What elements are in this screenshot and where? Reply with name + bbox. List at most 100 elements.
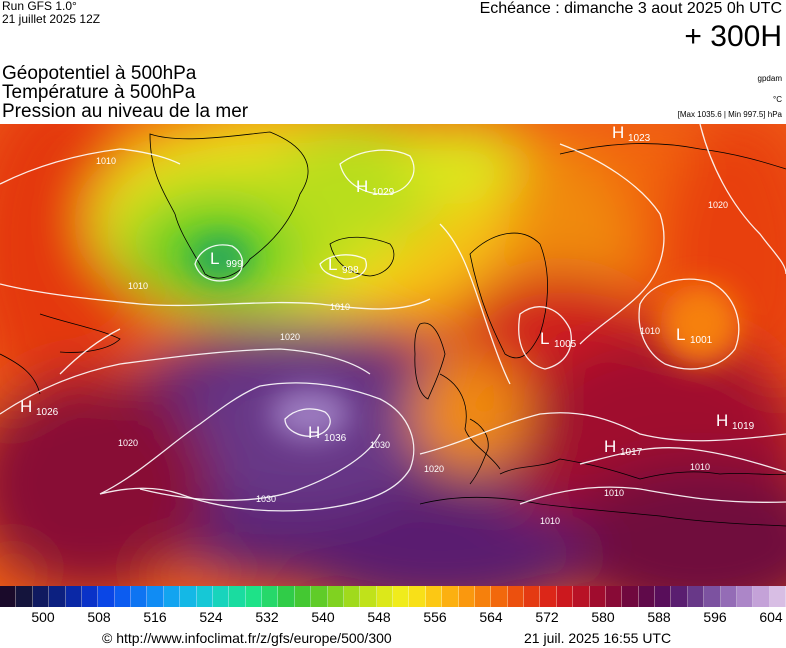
run-label: Run GFS 1.0° bbox=[2, 0, 77, 13]
isobar-label: 1030 bbox=[256, 494, 276, 504]
colorbar-swatch bbox=[327, 586, 344, 607]
forecast-label: Echéance : dimanche 3 aout 2025 0h UTC bbox=[479, 0, 782, 17]
temperature-highlights bbox=[190, 236, 740, 440]
title-pressure: Pression au niveau de la mer bbox=[2, 101, 249, 122]
title-geopotential: Géopotentiel à 500hPa bbox=[2, 63, 197, 84]
colorbar-swatch bbox=[16, 586, 33, 607]
colorbar-swatch bbox=[0, 586, 17, 607]
colorbar bbox=[0, 586, 786, 607]
pressure-system: H 1023 bbox=[612, 124, 651, 144]
colorbar-tick-label: 596 bbox=[703, 609, 727, 625]
colorbar-swatch bbox=[212, 586, 230, 607]
colorbar-swatch bbox=[736, 586, 754, 607]
forecast-hour: + 300H bbox=[684, 20, 782, 53]
colorbar-swatch bbox=[163, 586, 181, 607]
isobar-labels: 1010 1010 1010 1020 1020 1020 1030 1030 … bbox=[96, 156, 728, 526]
system-letter: L bbox=[210, 249, 219, 268]
colorbar-swatch bbox=[180, 586, 197, 607]
isobar-label: 1010 bbox=[690, 462, 710, 472]
system-value: 998 bbox=[342, 265, 359, 276]
colorbar-swatch bbox=[638, 586, 655, 607]
colorbar-swatch bbox=[474, 586, 492, 607]
colorbar-swatch bbox=[262, 586, 279, 607]
system-value: 1019 bbox=[732, 421, 755, 432]
isobar-label: 1010 bbox=[128, 281, 148, 291]
pressure-range: [Max 1035.6 | Min 997.5] hPa bbox=[677, 110, 782, 119]
coastlines bbox=[0, 131, 786, 527]
colorbar-swatch bbox=[360, 586, 377, 607]
pressure-system: L 998 bbox=[328, 255, 359, 276]
system-letter: H bbox=[612, 124, 624, 142]
colorbar-swatch bbox=[507, 586, 524, 607]
pressure-system: H 1029 bbox=[356, 177, 395, 198]
colorbar-swatch bbox=[114, 586, 131, 607]
isobar-label: 1010 bbox=[96, 156, 116, 166]
colorbar-swatch bbox=[524, 586, 541, 607]
colorbar-swatch bbox=[278, 586, 295, 607]
colorbar-swatch bbox=[245, 586, 262, 607]
colorbar-swatch bbox=[65, 586, 82, 607]
isobar-label: 1010 bbox=[604, 488, 624, 498]
colorbar-swatch bbox=[458, 586, 475, 607]
isobar-label: 1020 bbox=[280, 332, 300, 342]
isobar-label: 1030 bbox=[370, 440, 390, 450]
system-value: 1029 bbox=[372, 187, 395, 198]
colorbar-swatch bbox=[704, 586, 721, 607]
pressure-system: L 1001 bbox=[676, 325, 713, 346]
system-value: 1017 bbox=[620, 447, 643, 458]
weather-map: 1010 1010 1010 1020 1020 1020 1030 1030 … bbox=[0, 124, 786, 586]
colorbar-tick-label: 548 bbox=[367, 609, 391, 625]
pressure-system: H 1019 bbox=[716, 411, 755, 432]
geopotential-field bbox=[0, 124, 786, 586]
system-letter: L bbox=[328, 255, 337, 274]
isobars bbox=[0, 124, 786, 512]
colorbar-swatch bbox=[671, 586, 688, 607]
colorbar-swatch bbox=[605, 586, 623, 607]
colorbar-swatch bbox=[769, 586, 786, 607]
colorbar-swatch bbox=[589, 586, 606, 607]
colorbar-swatch bbox=[32, 586, 50, 607]
system-value: 1036 bbox=[324, 433, 347, 444]
colorbar-swatch bbox=[98, 586, 115, 607]
colorbar-swatch bbox=[622, 586, 639, 607]
system-letter: H bbox=[356, 177, 368, 196]
colorbar-swatch bbox=[376, 586, 393, 607]
colorbar-swatch bbox=[393, 586, 410, 607]
isobar-label: 1010 bbox=[330, 302, 350, 312]
colorbar-tick-label: 572 bbox=[535, 609, 559, 625]
colorbar-swatch bbox=[196, 586, 213, 607]
colorbar-swatch bbox=[556, 586, 574, 607]
colorbar-swatch bbox=[442, 586, 459, 607]
pressure-system: H 1026 bbox=[20, 397, 59, 418]
isobar-label: 1020 bbox=[708, 200, 728, 210]
colorbar-swatch bbox=[720, 586, 737, 607]
colorbar-tick-label: 556 bbox=[423, 609, 447, 625]
system-letter: H bbox=[20, 397, 32, 416]
colorbar-swatch bbox=[294, 586, 312, 607]
colorbar-swatch bbox=[753, 586, 770, 607]
system-value: 1026 bbox=[36, 407, 59, 418]
title-temperature: Température à 500hPa bbox=[2, 82, 196, 103]
isobar-label: 1010 bbox=[540, 516, 560, 526]
colorbar-swatch bbox=[573, 586, 590, 607]
pressure-system: H 1017 bbox=[604, 437, 643, 458]
isobar-label: 1020 bbox=[424, 464, 444, 474]
colorbar-swatch bbox=[491, 586, 508, 607]
colorbar-tick-label: 508 bbox=[87, 609, 111, 625]
colorbar-tick-label: 532 bbox=[255, 609, 279, 625]
pressure-system: L 1005 bbox=[540, 329, 577, 350]
colorbar-tick-label: 524 bbox=[199, 609, 223, 625]
system-letter: H bbox=[604, 437, 616, 456]
unit-geopotential: gpdam bbox=[757, 74, 782, 83]
colorbar-ticks: 500 508 516 524 532 540 548 556 564 572 580 588 596 6… bbox=[0, 609, 786, 625]
colorbar-tick-label: 540 bbox=[311, 609, 335, 625]
footer-timestamp: 21 juil. 2025 16:55 UTC bbox=[524, 630, 672, 646]
colorbar-swatch bbox=[49, 586, 66, 607]
system-letter: L bbox=[676, 325, 685, 344]
colorbar-tick-label: 588 bbox=[647, 609, 671, 625]
colorbar-tick-label: 564 bbox=[479, 609, 503, 625]
system-value: 1005 bbox=[554, 339, 577, 350]
colorbar-swatch bbox=[655, 586, 672, 607]
colorbar-tick-label: 500 bbox=[31, 609, 55, 625]
system-value: 1001 bbox=[690, 335, 713, 346]
